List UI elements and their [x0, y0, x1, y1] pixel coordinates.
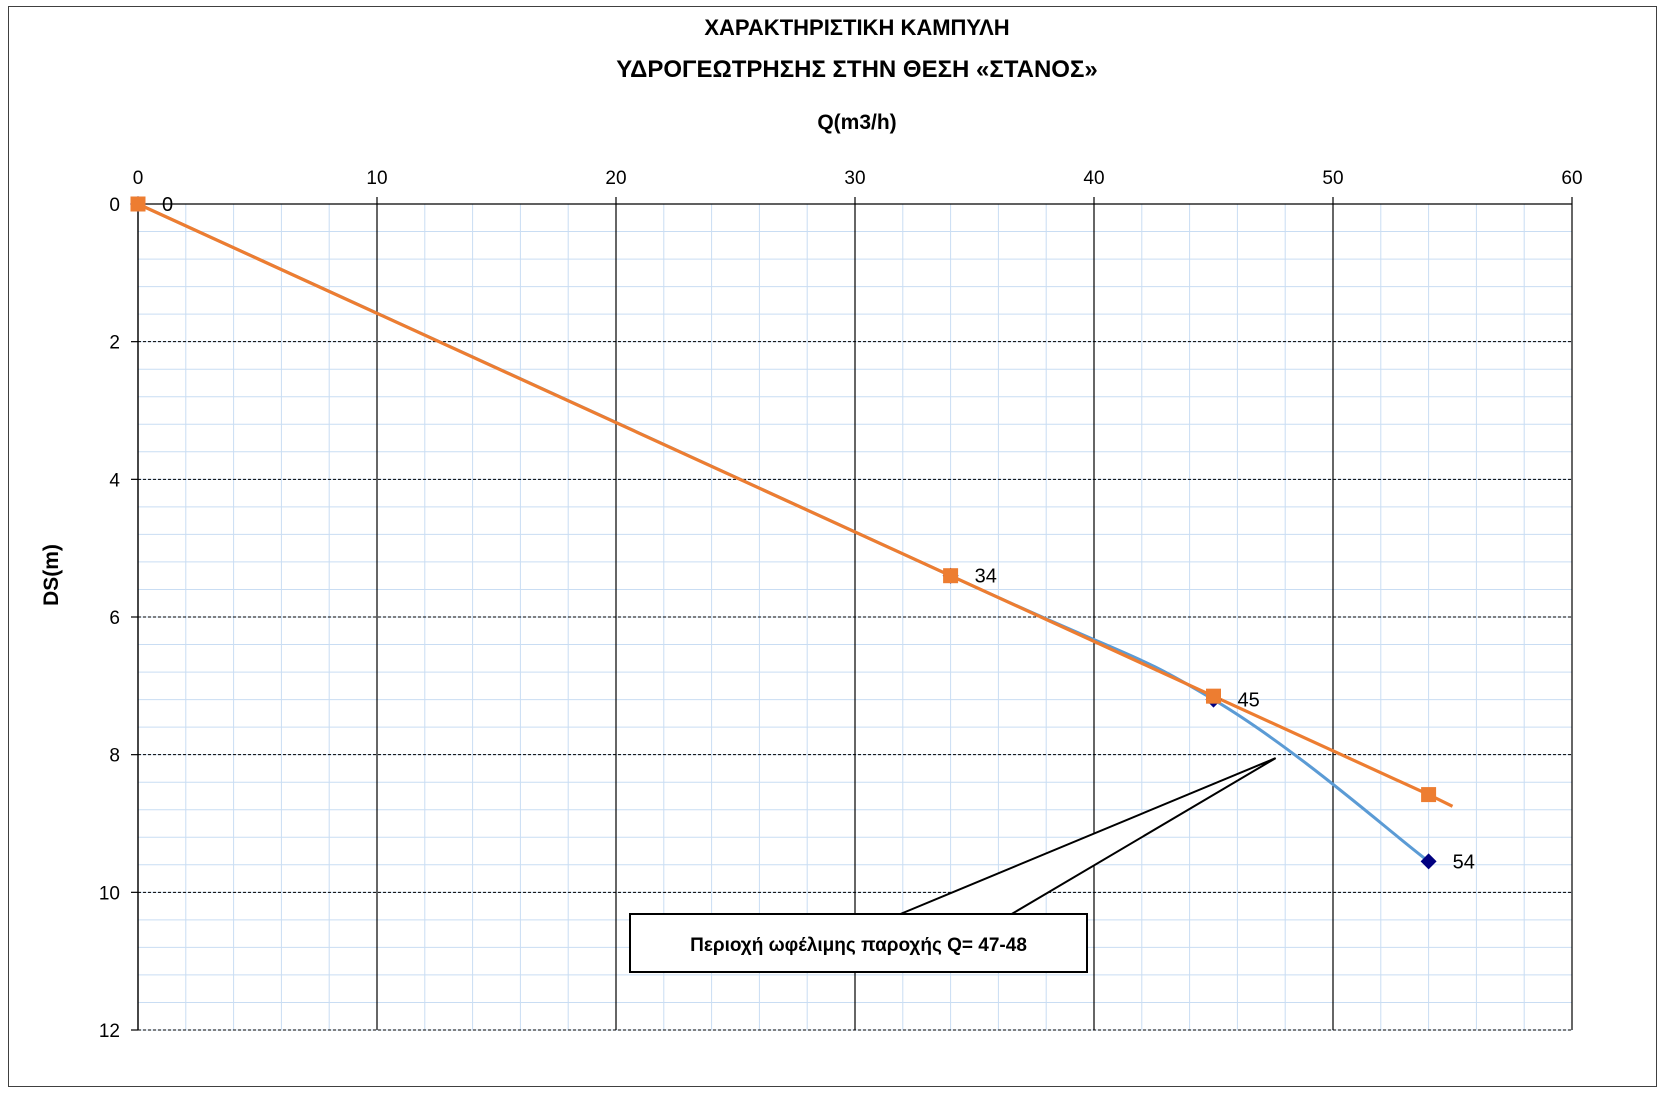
square-marker — [1206, 688, 1221, 704]
square-marker — [130, 196, 146, 212]
chart-title: ΧΑΡΑΚΤΗΡΙΣΤΙΚΗ ΚΑΜΠΥΛΗ — [704, 15, 1009, 40]
data-label: 54 — [1453, 851, 1475, 873]
grid — [137, 203, 1573, 1031]
x-tick-label: 30 — [844, 168, 865, 189]
y-tick-label: 6 — [109, 608, 120, 629]
data-label: 34 — [975, 566, 997, 588]
series-line-blue — [137, 202, 1430, 863]
y-tick-label: 2 — [109, 333, 120, 354]
annotation: Περιοχή ωφέλιμης παροχής Q= 47-48 — [629, 757, 1277, 973]
x-tick-label: 0 — [133, 168, 144, 189]
axes: 0 10 20 30 40 50 60 0 2 4 6 8 10 12 — [99, 168, 1583, 1042]
data-label: 45 — [1238, 690, 1260, 712]
data-label: 0 — [162, 194, 173, 216]
callout-pointer — [897, 757, 1277, 916]
chart-frame — [8, 6, 1657, 1087]
y-tick-label: 12 — [99, 1021, 120, 1042]
x-tick-label: 60 — [1561, 168, 1582, 189]
y-tick-label: 8 — [109, 746, 120, 767]
x-tick-label: 20 — [605, 168, 626, 189]
x-tick-label: 50 — [1322, 168, 1343, 189]
y-axis-title: DS(m) — [40, 544, 63, 606]
diamond-marker — [1420, 853, 1437, 870]
x-tick-label: 40 — [1083, 168, 1104, 189]
x-axis-title: Q(m3/h) — [817, 111, 896, 134]
y-tick-label: 0 — [109, 195, 120, 216]
y-tick-label: 4 — [109, 470, 120, 491]
square-marker — [943, 568, 959, 584]
square-marker — [1421, 787, 1437, 803]
chart-subtitle: ΥΔΡΟΓΕΩΤΡΗΣΗΣ ΣΤΗΝ ΘΕΣΗ «ΣΤΑΝΟΣ» — [616, 56, 1097, 83]
x-tick-label: 10 — [366, 168, 387, 189]
series-line-orange — [137, 202, 1454, 808]
callout-text: Περιοχή ωφέλιμης παροχής Q= 47-48 — [690, 935, 1027, 956]
y-tick-label: 10 — [99, 883, 120, 904]
callout-box — [629, 913, 1088, 973]
series-layer: 0 34 45 54 — [130, 194, 1475, 873]
